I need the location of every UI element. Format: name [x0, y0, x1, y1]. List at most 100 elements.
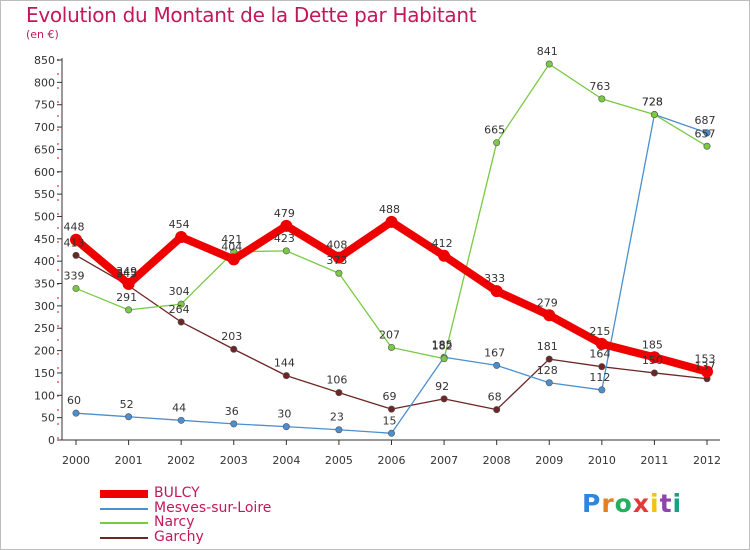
data-point-mesves-sur-loire [282, 423, 290, 431]
data-point-narcy [440, 355, 448, 363]
data-label-bulcy: 448 [64, 221, 85, 234]
data-label-bulcy: 488 [379, 203, 400, 216]
data-label-mesves-sur-loire: 128 [537, 364, 558, 377]
data-label-narcy: 421 [221, 233, 242, 246]
data-point-bulcy [490, 285, 503, 298]
x-tick-label: 2011 [640, 454, 668, 467]
data-label-garchy: 137 [695, 360, 716, 373]
data-label-garchy: 69 [383, 390, 397, 403]
data-point-garchy [545, 355, 553, 363]
data-label-mesves-sur-loire: 52 [120, 398, 134, 411]
data-point-garchy [282, 372, 290, 380]
data-label-narcy: 728 [642, 96, 663, 109]
y-tick-label: 850 [34, 54, 55, 67]
series-line-mesves-sur-loire [75, 113, 708, 434]
legend-label: Narcy [154, 514, 195, 530]
data-point-mesves-sur-loire [125, 413, 133, 421]
y-tick-label: 500 [34, 210, 55, 223]
data-point-narcy [335, 269, 343, 277]
y-tick-label: 600 [34, 166, 55, 179]
data-label-garchy: 92 [435, 380, 449, 393]
data-point-garchy [72, 251, 80, 259]
data-label-narcy: 665 [484, 124, 505, 137]
data-label-bulcy: 215 [589, 325, 610, 338]
data-label-narcy: 841 [537, 45, 558, 58]
legend-label: Mesves-sur-Loire [154, 499, 272, 516]
x-tick-label: 2008 [483, 454, 511, 467]
data-label-bulcy: 349 [116, 265, 137, 278]
data-label-mesves-sur-loire: 23 [330, 411, 344, 424]
data-label-narcy: 207 [379, 328, 400, 341]
data-label-narcy: 763 [589, 80, 610, 93]
x-tick-label: 2009 [535, 454, 563, 467]
data-point-bulcy [648, 351, 661, 364]
data-point-narcy [125, 306, 133, 314]
data-label-bulcy: 279 [537, 296, 558, 309]
logo-letter: o [614, 489, 633, 518]
data-point-mesves-sur-loire [387, 429, 395, 437]
logo-letter: i [650, 489, 660, 518]
data-point-narcy [493, 139, 501, 147]
data-point-narcy [282, 247, 290, 255]
y-tick-label: 750 [34, 99, 55, 112]
data-point-bulcy [438, 249, 451, 262]
legend-label: BULCY [154, 485, 200, 501]
x-tick-label: 2004 [272, 454, 300, 467]
data-point-bulcy [227, 253, 240, 266]
data-label-garchy: 106 [326, 374, 347, 387]
data-point-garchy [598, 363, 606, 371]
data-label-narcy: 373 [326, 254, 347, 267]
data-label-mesves-sur-loire: 36 [225, 405, 239, 418]
data-label-bulcy: 412 [432, 237, 453, 250]
data-point-narcy [72, 284, 80, 292]
data-point-bulcy [701, 365, 713, 378]
x-tick-label: 2012 [693, 454, 721, 467]
data-label-garchy: 345 [116, 267, 137, 280]
y-tick-label: 400 [34, 255, 55, 268]
data-label-garchy: 144 [274, 357, 295, 370]
y-tick-label: 800 [34, 76, 55, 89]
data-point-mesves-sur-loire [493, 361, 501, 369]
data-point-narcy [177, 300, 185, 308]
logo-letter: P [582, 489, 602, 518]
y-tick-label: 350 [34, 278, 55, 291]
data-label-bulcy: 185 [642, 338, 663, 351]
data-label-narcy: 339 [64, 269, 85, 282]
chart-title: Evolution du Montant de la Dette par Hab… [26, 3, 477, 27]
data-point-bulcy [332, 251, 345, 264]
legend-label: Garchy [154, 528, 204, 545]
data-label-mesves-sur-loire: 60 [67, 394, 81, 407]
legend-swatch [100, 490, 148, 498]
data-label-narcy: 291 [116, 291, 137, 304]
data-point-bulcy [385, 215, 398, 228]
data-label-mesves-sur-loire: 167 [484, 346, 505, 359]
data-point-bulcy [122, 277, 135, 290]
x-tick-label: 2007 [430, 454, 458, 467]
data-label-narcy: 182 [432, 340, 453, 353]
data-point-mesves-sur-loire [598, 386, 606, 394]
data-label-mesves-sur-loire: 185 [432, 338, 453, 351]
y-tick-label: 700 [34, 121, 55, 134]
data-label-mesves-sur-loire: 30 [277, 408, 291, 421]
data-point-narcy [545, 60, 553, 68]
data-label-garchy: 150 [642, 354, 663, 367]
y-tick-label: 200 [34, 345, 55, 358]
data-label-mesves-sur-loire: 112 [589, 371, 610, 384]
data-label-mesves-sur-loire: 15 [383, 414, 397, 427]
proxiti-logo: Proxiti [582, 489, 682, 518]
y-tick-label: 300 [34, 300, 55, 313]
logo-letter: x [632, 489, 650, 518]
data-label-mesves-sur-loire: 728 [642, 96, 663, 109]
unit-label: (en €) [26, 28, 59, 41]
data-label-bulcy: 408 [326, 239, 347, 252]
data-point-mesves-sur-loire [230, 420, 238, 428]
data-label-garchy: 68 [488, 391, 502, 404]
legend-swatch [100, 536, 148, 539]
legend-swatch [100, 507, 148, 510]
data-label-narcy: 657 [695, 127, 716, 140]
data-point-bulcy [70, 233, 82, 246]
data-label-garchy: 164 [589, 348, 610, 361]
data-label-bulcy: 479 [274, 207, 295, 220]
